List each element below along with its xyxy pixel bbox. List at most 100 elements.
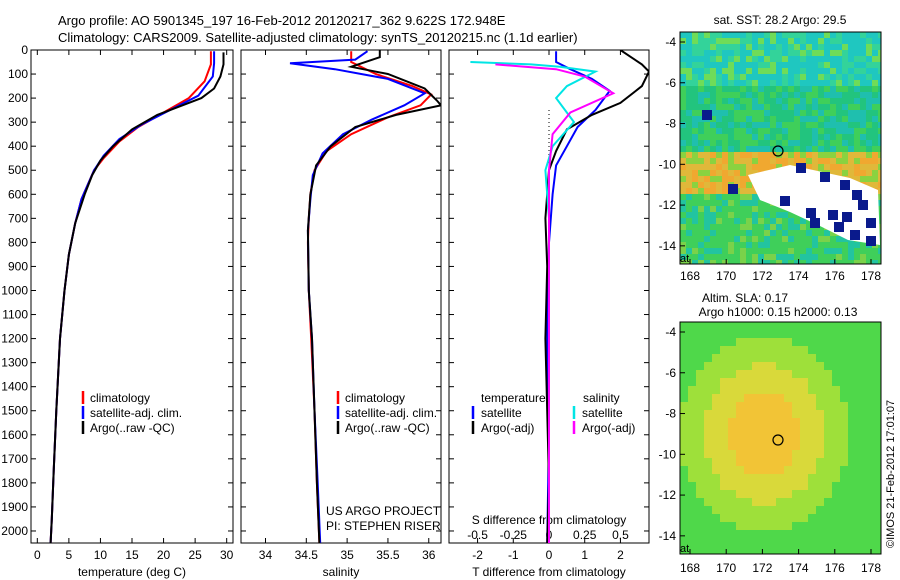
sst-cell [698,236,704,242]
sla-cell [720,490,728,498]
cold-patch [810,218,820,228]
sst-cell [794,152,800,158]
sst-cell [704,254,710,260]
sla-cell [712,522,720,530]
sst-cell [800,248,806,254]
sst-cell [860,104,866,110]
sla-cell [776,386,784,394]
sla-cell [816,482,824,490]
sla-cell [840,418,848,426]
sst-cell [758,44,764,50]
sla-cell [784,418,792,426]
sst-cell [680,164,686,170]
sst-cell [728,44,734,50]
sst-cell [878,134,881,140]
sst-cell [836,68,842,74]
sst-cell [806,260,812,264]
sst-cell [698,92,704,98]
sla-cell [824,498,832,506]
sst-cell [806,254,812,260]
sst-cell [878,206,881,212]
sst-cell [716,176,722,182]
sla-cell [792,490,800,498]
sla-cell [848,506,856,514]
sst-cell [836,128,842,134]
sst-cell [752,188,758,194]
sla-cell [736,458,744,466]
sst-cell [734,32,740,38]
sst-cell [746,32,752,38]
sst-cell [752,140,758,146]
sst-cell [698,218,704,224]
lon-tick-label: 168 [680,269,700,283]
sst-cell [854,98,860,104]
sst-cell [848,146,854,152]
lon-tick-label: 178 [861,561,881,575]
sst-cell [692,170,698,176]
sla-cell [864,370,872,378]
sst-cell [842,104,848,110]
sla-cell [720,418,728,426]
sla-cell [784,410,792,418]
sla-cell [840,474,848,482]
sst-cell [812,56,818,62]
sla-cell [776,458,784,466]
depth-axis: 0100200300400500600700800900100011001200… [1,43,649,538]
sst-cell [818,110,824,116]
sst-cell [716,146,722,152]
sst-cell [812,62,818,68]
sst-cell [752,62,758,68]
sst-cell [782,158,788,164]
sst-cell [740,200,746,206]
sst-cell [776,140,782,146]
sst-cell [860,116,866,122]
sst-cell [872,248,878,254]
sst-cell [842,98,848,104]
sla-cell [856,410,864,418]
sla-cell [808,506,816,514]
sla-cell [840,466,848,474]
sla-cell [720,442,728,450]
sst-cell [752,170,758,176]
sst-cell [680,68,686,74]
sst-cell [758,92,764,98]
sst-cell [758,122,764,128]
sst-cell [830,242,836,248]
sst-cell [722,164,728,170]
sla-cell [760,530,768,538]
sst-cell [680,86,686,92]
sla-cell [704,482,712,490]
sla-cell [840,354,848,362]
sla-cell [808,482,816,490]
sst-cell [812,98,818,104]
depth-tick-label: 400 [8,139,28,153]
sla-cell [696,354,704,362]
sst-cell [746,38,752,44]
sla-cell [752,394,760,402]
sla-cell [712,450,720,458]
sst-cell [728,146,734,152]
sla-cell [864,354,872,362]
sla-cell [808,546,816,554]
sst-cell [734,44,740,50]
sst-cell [788,32,794,38]
sst-cell [722,218,728,224]
sst-cell [722,134,728,140]
sla-cell [824,466,832,474]
sst-cell [776,56,782,62]
temperature-axis-label: temperature (deg C) [78,565,186,579]
sst-cell [716,110,722,116]
sla-cell [736,426,744,434]
sla-cell [728,546,736,554]
sla-cell [856,466,864,474]
sst-cell [734,134,740,140]
sla-cell [784,514,792,522]
sla-cell [808,370,816,378]
sst-cell [860,242,866,248]
sst-cell [848,104,854,110]
sla-cell [776,538,784,546]
sla-cell [792,538,800,546]
sla-cell [856,370,864,378]
sla-cell [832,434,840,442]
sst-cell [746,194,752,200]
